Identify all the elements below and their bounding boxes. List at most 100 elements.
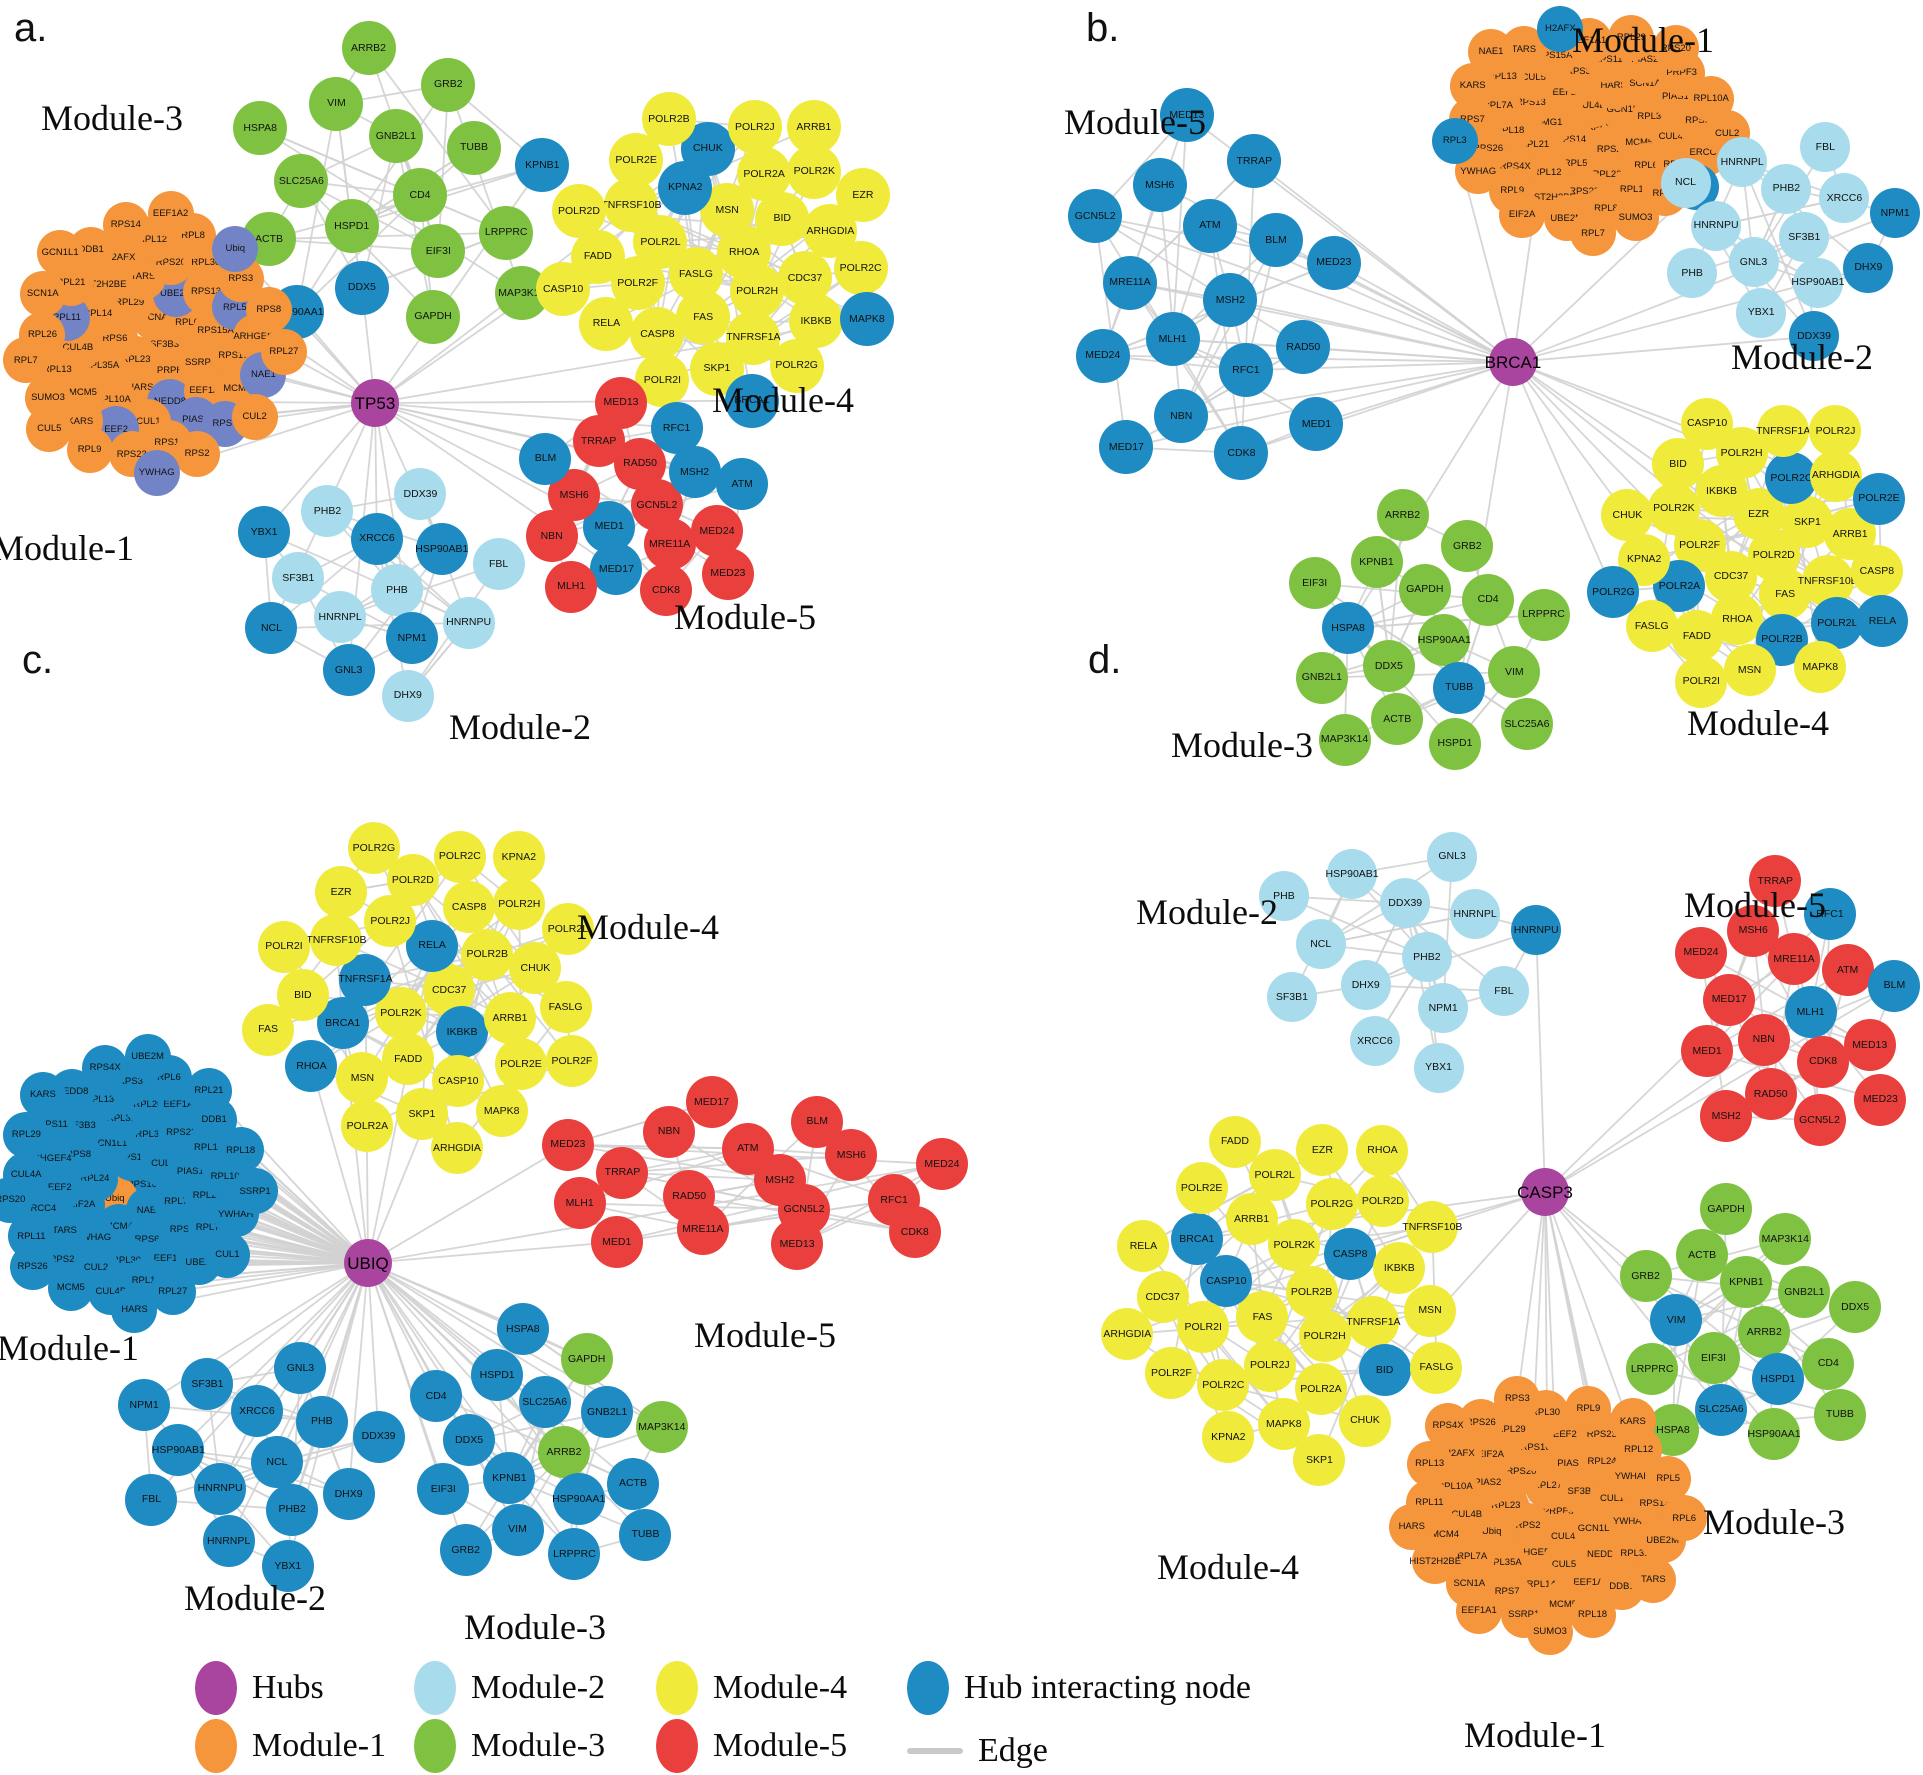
node-FASLG: FASLG — [1625, 599, 1678, 652]
node-MRE11A: MRE11A — [643, 517, 696, 570]
module-label-module-3-panel-c: Module-3 — [464, 1607, 606, 1647]
node-HSP90AA1: HSP90AA1 — [1747, 1408, 1801, 1461]
node-KPNA2: KPNA2 — [492, 830, 545, 883]
node-POLR2L: POLR2L — [541, 903, 594, 956]
node-MCM5: MCM5 — [47, 1264, 94, 1311]
node-PHB2: PHB2 — [301, 484, 354, 537]
node-SLC25A6: SLC25A6 — [518, 1376, 571, 1429]
module-label-module-1-panel-c: Module-1 — [0, 1328, 139, 1368]
node-EZR: EZR — [835, 167, 890, 222]
node-RPL29: RPL29 — [1608, 14, 1655, 61]
node-HSPD1: HSPD1 — [1751, 1352, 1804, 1405]
node-MSH2: MSH2 — [1700, 1090, 1753, 1143]
node-HSPD1: HSPD1 — [324, 199, 379, 254]
node-CASP8: CASP8 — [1850, 545, 1903, 598]
node-RPL27: RPL27 — [149, 1268, 196, 1315]
node-BLM: BLM — [1249, 213, 1304, 268]
node-GNB2L1: GNB2L1 — [1778, 1266, 1831, 1319]
node-ARRB1: ARRB1 — [786, 100, 841, 155]
node-MED13: MED13 — [595, 376, 648, 429]
node-KARS: KARS — [1609, 1398, 1656, 1445]
node-MED17: MED17 — [1703, 973, 1756, 1026]
hub-node-TP53: TP53 — [351, 379, 399, 427]
module-label-module-1-panel-a: Module-1 — [0, 528, 134, 568]
node-MSN: MSN — [1723, 644, 1776, 697]
node-MED1: MED1 — [1289, 396, 1344, 451]
node-XRCC6: XRCC6 — [230, 1385, 283, 1438]
node-ATM: ATM — [1182, 198, 1237, 253]
node-PHB: PHB — [295, 1395, 348, 1448]
node-CASP8: CASP8 — [630, 307, 685, 362]
node-RHOA: RHOA — [285, 1040, 338, 1093]
node-ARRB2: ARRB2 — [1376, 489, 1429, 541]
node-MED1: MED1 — [1681, 1025, 1734, 1078]
node-MAPK8: MAPK8 — [475, 1085, 528, 1138]
node-CUL1: CUL1 — [204, 1232, 251, 1279]
node-TRRAP: TRRAP — [596, 1146, 649, 1199]
node-PHB: PHB — [1258, 871, 1309, 922]
module1-swatch — [195, 1719, 237, 1773]
node-FADD: FADD — [1208, 1115, 1261, 1168]
node-Ubiq: Ubiq — [212, 225, 259, 272]
node-DHX9: DHX9 — [1843, 242, 1894, 293]
node-RPS4X: RPS4X — [82, 1044, 129, 1091]
node-CHUK: CHUK — [1338, 1394, 1391, 1447]
node-TNFRSF10B: TNFRSF10B — [1402, 1201, 1462, 1254]
node-RELA: RELA — [1856, 595, 1909, 648]
legend-label: Module-3 — [471, 1727, 606, 1764]
node-KPNA2: KPNA2 — [1202, 1410, 1255, 1463]
node-RELA: RELA — [1117, 1220, 1170, 1273]
node-MLH1: MLH1 — [545, 560, 598, 613]
node-RPL5: RPL5 — [1645, 1455, 1692, 1502]
node-FASLG: FASLG — [539, 981, 592, 1034]
node-CD4: CD4 — [410, 1370, 463, 1423]
node-EIF3I: EIF3I — [417, 1463, 470, 1516]
node-CASP10: CASP10 — [1200, 1254, 1253, 1307]
node-MED23: MED23 — [1854, 1073, 1907, 1126]
node-RAD50: RAD50 — [1276, 320, 1331, 375]
module-label-module-4-panel-a: Module-4 — [712, 380, 854, 420]
node-POLR2H: POLR2H — [730, 264, 785, 319]
node-XRCC6: XRCC6 — [1819, 173, 1870, 224]
node-DHX9: DHX9 — [381, 669, 434, 722]
node-ARHGDIA: ARHGDIA — [430, 1122, 483, 1175]
node-ARHGDIA: ARHGDIA — [1101, 1308, 1154, 1361]
node-POLR2K: POLR2K — [1268, 1218, 1321, 1271]
node-YBX1: YBX1 — [261, 1539, 314, 1592]
node-MRE11A: MRE11A — [1103, 255, 1158, 310]
node-DDX39: DDX39 — [394, 468, 447, 521]
node-NPM1: NPM1 — [386, 612, 439, 665]
node-RPS4X: RPS4X — [1425, 1402, 1472, 1449]
node-HSPD1: HSPD1 — [1428, 717, 1481, 770]
node-POLR2F: POLR2F — [545, 1035, 598, 1088]
node-EIF3I: EIF3I — [1687, 1332, 1740, 1385]
module-label-module-5-panel-d: Module-5 — [1684, 885, 1826, 925]
node-FAS: FAS — [1236, 1290, 1289, 1343]
node-GRB2: GRB2 — [421, 57, 476, 112]
node-VIM: VIM — [1650, 1294, 1703, 1347]
node-RPL18: RPL18 — [217, 1127, 264, 1174]
node-POLR2A: POLR2A — [341, 1100, 394, 1153]
node-FAS: FAS — [676, 290, 731, 345]
node-MAP3K14: MAP3K14 — [1318, 713, 1371, 766]
node-GAPDH: GAPDH — [1398, 563, 1451, 616]
node-GRB2: GRB2 — [1619, 1250, 1672, 1303]
node-ACTB: ACTB — [1676, 1229, 1729, 1282]
node-POLR2F: POLR2F — [1145, 1347, 1198, 1400]
node-MAP3K14: MAP3K14 — [635, 1401, 688, 1454]
node-KPNB1: KPNB1 — [483, 1452, 536, 1505]
node-RPL13: RPL13 — [1406, 1440, 1453, 1487]
node-HARS: HARS — [111, 1286, 158, 1333]
legend-item-module5: Module-5 — [656, 1719, 847, 1773]
node-NCL: NCL — [250, 1436, 303, 1488]
node-MED13: MED13 — [771, 1218, 824, 1271]
node-SLC25A6: SLC25A6 — [1695, 1383, 1748, 1436]
node-MRE11A: MRE11A — [676, 1202, 729, 1255]
node-POLR2E: POLR2E — [1175, 1161, 1228, 1214]
node-SLC25A6: SLC25A6 — [274, 154, 329, 209]
node-RFC1: RFC1 — [1218, 343, 1273, 398]
node-FBL: FBL — [1478, 966, 1529, 1017]
node-POLR2K: POLR2K — [787, 144, 842, 199]
node-PHB2: PHB2 — [1401, 932, 1452, 982]
